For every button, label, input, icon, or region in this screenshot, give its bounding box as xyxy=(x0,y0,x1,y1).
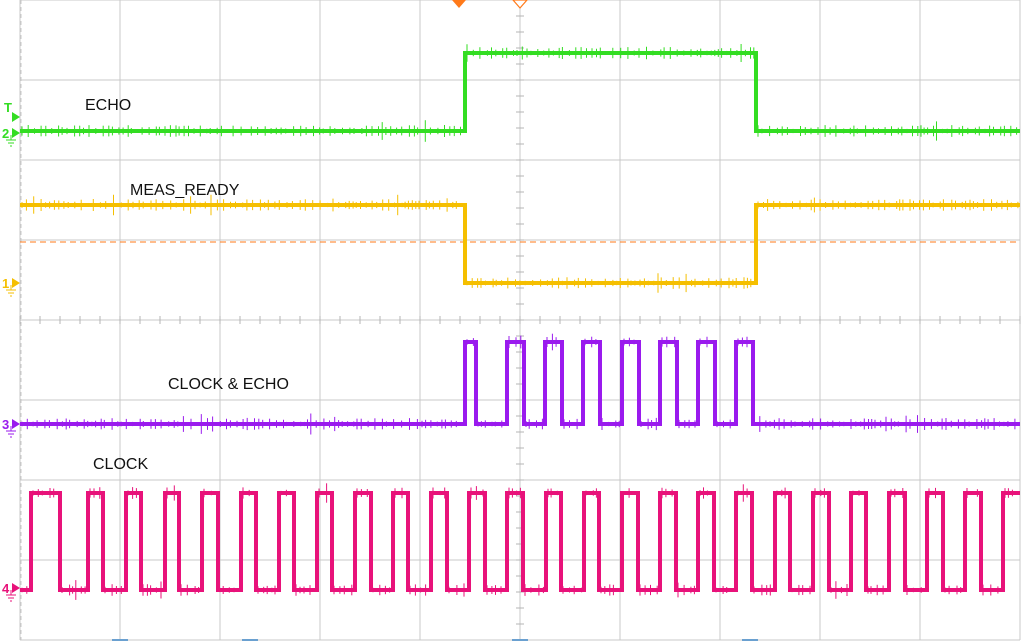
trace-4 xyxy=(20,483,1020,600)
channel-arrow xyxy=(12,419,20,429)
channel-arrow xyxy=(12,278,20,288)
channel-number: 2 xyxy=(2,126,9,141)
trace-label-3: CLOCK & ECHO xyxy=(168,376,289,393)
noise-1 xyxy=(21,194,1019,293)
waveform-traces xyxy=(20,44,1020,600)
channel-number: 4 xyxy=(2,581,10,596)
ground-icon xyxy=(6,590,16,602)
trace-label-2: ECHO xyxy=(85,97,131,114)
channel-number: 1 xyxy=(2,276,9,291)
graticule-ticks xyxy=(19,0,1021,641)
channel-number: 3 xyxy=(2,417,9,432)
noise-4 xyxy=(21,483,1013,600)
trigger-arrow-icon xyxy=(12,112,20,122)
trace-2 xyxy=(20,44,1020,142)
noise-2 xyxy=(21,44,1018,142)
waveform-3 xyxy=(20,340,1020,426)
trigger-marker: T xyxy=(4,100,20,122)
trace-3 xyxy=(20,333,1020,435)
waveform-4 xyxy=(20,491,1020,592)
trigger-position-icon xyxy=(452,0,466,8)
trigger-position-markers xyxy=(112,0,758,641)
trace-1 xyxy=(20,194,1020,293)
trace-label-4: CLOCK xyxy=(93,456,148,473)
channel-marker-3: 3 xyxy=(2,417,20,438)
channel-arrow xyxy=(12,128,20,138)
ground-icon xyxy=(6,285,16,297)
trace-labels: ECHO MEAS_READY CLOCK & ECHO CLOCK xyxy=(85,97,289,473)
channel-marker-1: 1 xyxy=(2,276,20,297)
channel-marker-2: 2 xyxy=(2,126,20,147)
channel-arrow xyxy=(12,583,20,593)
noise-3 xyxy=(21,333,1016,435)
channel-markers: 2 1 3 4 T xyxy=(2,100,20,602)
delay-position-icon xyxy=(512,0,528,9)
ground-icon xyxy=(6,426,16,438)
ground-icon xyxy=(6,135,16,147)
trigger-letter: T xyxy=(4,100,12,115)
trace-label-1: MEAS_READY xyxy=(130,182,240,199)
channel-marker-4: 4 xyxy=(2,581,20,602)
